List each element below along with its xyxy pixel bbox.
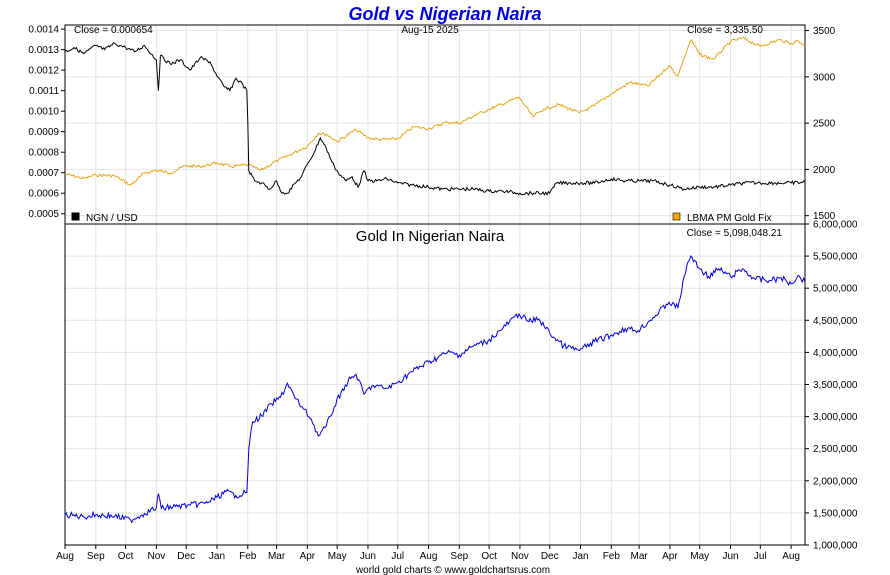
ngn-close-label: Close = 0.000654: [74, 25, 153, 36]
x-tick-label: May: [690, 551, 709, 562]
right-tick-label: 3,000,000: [813, 412, 858, 423]
chart-title: Gold vs Nigerian Naira: [348, 4, 541, 24]
top-panel-grid: [64, 25, 805, 224]
right-tick-label: 1,500,000: [813, 508, 858, 519]
gold-close-label: Close = 3,335.50: [687, 25, 763, 36]
x-tick-label: Jul: [754, 551, 767, 562]
x-tick-label: Aug: [420, 551, 438, 562]
right-tick-label: 1,000,000: [813, 541, 858, 552]
left-tick-label: 0.0011: [29, 86, 59, 97]
x-tick-label: Dec: [541, 551, 559, 562]
right-tick-label: 6,000,000: [813, 220, 858, 231]
right-tick-label: 4,500,000: [813, 316, 858, 327]
left-tick-label: 0.0010: [28, 107, 59, 118]
right-tick-label: 1500: [813, 211, 836, 222]
x-tick-label: Nov: [147, 551, 165, 562]
x-tick-label: Dec: [177, 551, 195, 562]
left-tick-label: 0.0006: [28, 189, 59, 200]
gold-legend-label: LBMA PM Gold Fix: [687, 213, 771, 224]
attribution: world gold charts © www.goldchartsrus.co…: [355, 565, 550, 575]
right-tick-label: 4,000,000: [813, 348, 858, 359]
bottom-panel-grid: [64, 223, 805, 546]
x-tick-label: Nov: [511, 551, 529, 562]
ngn-legend-label: NGN / USD: [86, 213, 138, 224]
right-tick-label: 5,000,000: [813, 284, 858, 295]
naira-close-label: Close = 5,098,048.21: [687, 228, 783, 239]
left-tick-label: 0.0012: [28, 66, 59, 77]
right-tick-label: 2,500,000: [813, 444, 858, 455]
x-axis: Aug Sep Oct Nov Dec Jan Feb Mar Apr May Jun Jul Aug S…: [56, 545, 800, 562]
right-tick-label: 5,500,000: [813, 252, 858, 263]
x-tick-label: Mar: [631, 551, 649, 562]
bottom-panel-title: Gold In Nigerian Naira: [356, 228, 505, 245]
x-tick-label: Mar: [268, 551, 286, 562]
right-tick-label: 2000: [813, 165, 836, 176]
bottom-right-axis: 1,000,000 1,500,000 2,000,000 2,500,000 3,00…: [805, 220, 858, 552]
left-tick-label: 0.0008: [28, 148, 59, 159]
gold-legend-swatch: [672, 212, 681, 221]
gold-price-line: [64, 36, 806, 186]
x-tick-label: Feb: [239, 551, 257, 562]
x-tick-label: Sep: [87, 551, 105, 562]
bottom-panel: 1,000,000 1,500,000 2,000,000 2,500,000 3,00…: [56, 220, 858, 563]
x-tick-label: Jan: [209, 551, 225, 562]
ngn-usd-line: [64, 42, 806, 196]
left-tick-label: 0.0013: [28, 45, 59, 56]
right-tick-label: 2500: [813, 119, 836, 130]
top-panel-frame: [64, 24, 806, 225]
date-label: Aug-15 2025: [401, 25, 459, 36]
x-tick-label: Apr: [662, 551, 678, 562]
right-tick-label: 2,000,000: [813, 476, 858, 487]
x-tick-label: Aug: [56, 551, 74, 562]
x-tick-label: Jul: [391, 551, 404, 562]
left-tick-label: 0.0009: [28, 127, 59, 138]
x-tick-label: Oct: [481, 551, 497, 562]
right-tick-label: 3,500,000: [813, 380, 858, 391]
top-panel: 0.0005 0.0006 0.0007 0.0008 0.0009 0.0010 0.00…: [28, 24, 836, 225]
x-tick-label: Jun: [722, 551, 738, 562]
x-tick-label: Aug: [782, 551, 800, 562]
x-tick-label: Oct: [118, 551, 134, 562]
left-tick-label: 0.0014: [28, 25, 59, 36]
x-tick-label: May: [328, 551, 347, 562]
left-tick-label: 0.0005: [28, 209, 59, 220]
x-tick-label: Jan: [572, 551, 588, 562]
left-tick-label: 0.0007: [28, 168, 59, 179]
gold-in-naira-line: [64, 255, 806, 524]
top-right-axis: 1500 2000 2500 3000 3500: [805, 26, 836, 222]
x-tick-label: Feb: [603, 551, 621, 562]
right-tick-label: 3000: [813, 72, 836, 83]
ngn-legend-swatch: [71, 212, 80, 221]
right-tick-label: 3500: [813, 26, 836, 37]
x-tick-label: Jun: [360, 551, 376, 562]
x-tick-label: Sep: [450, 551, 468, 562]
x-tick-label: Apr: [300, 551, 316, 562]
top-left-axis: 0.0005 0.0006 0.0007 0.0008 0.0009 0.0010 0.00…: [28, 25, 65, 220]
